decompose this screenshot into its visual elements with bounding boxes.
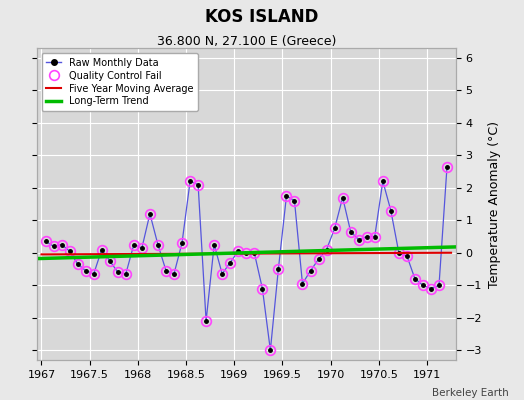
- Y-axis label: Temperature Anomaly (°C): Temperature Anomaly (°C): [488, 120, 500, 288]
- Text: KOS ISLAND: KOS ISLAND: [205, 8, 319, 26]
- Title: 36.800 N, 27.100 E (Greece): 36.800 N, 27.100 E (Greece): [157, 35, 336, 48]
- Legend: Raw Monthly Data, Quality Control Fail, Five Year Moving Average, Long-Term Tren: Raw Monthly Data, Quality Control Fail, …: [41, 53, 198, 111]
- Text: Berkeley Earth: Berkeley Earth: [432, 388, 508, 398]
